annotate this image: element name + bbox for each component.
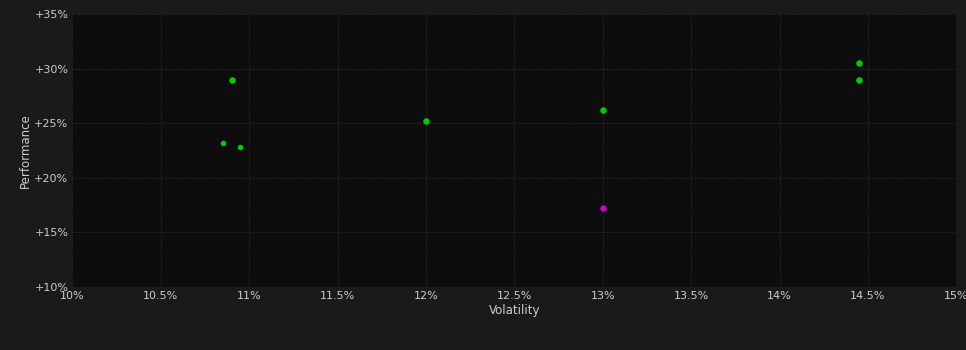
- Point: [595, 107, 611, 113]
- Point: [851, 77, 867, 82]
- Point: [233, 145, 248, 150]
- Point: [418, 118, 434, 124]
- Point: [851, 60, 867, 66]
- Point: [215, 140, 231, 146]
- X-axis label: Volatility: Volatility: [489, 304, 540, 317]
- Point: [224, 77, 240, 82]
- Point: [595, 205, 611, 211]
- Y-axis label: Performance: Performance: [18, 113, 31, 188]
